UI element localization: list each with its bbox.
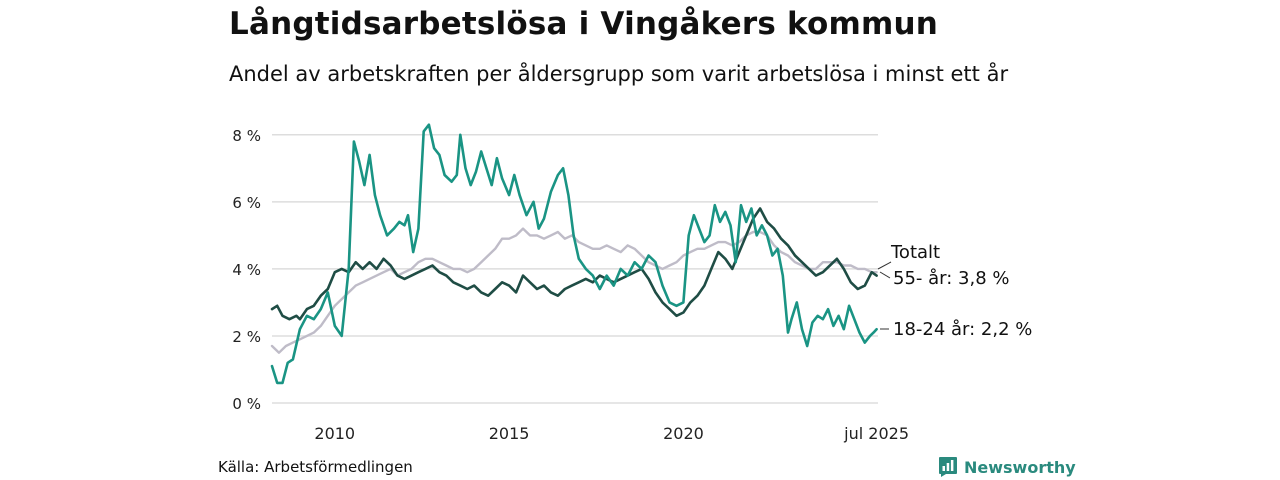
y-tick-label: 6 % (232, 194, 261, 212)
x-tick-label: 2015 (489, 424, 530, 443)
brand-name: Newsworthy (964, 457, 1076, 477)
y-tick-label: 0 % (232, 395, 261, 413)
y-tick-label: 4 % (232, 261, 261, 279)
x-tick-label: 2010 (314, 424, 355, 443)
series-end-label: Totalt (890, 242, 940, 263)
series-end-label: 55- år: 3,8 % (893, 268, 1009, 289)
label-leader-line (879, 271, 891, 279)
line-55-ar (270, 207, 878, 321)
chart-title: Långtidsarbetslösa i Vingåkers kommun (229, 6, 939, 42)
bar-chart-icon (939, 457, 957, 477)
y-tick-label: 2 % (232, 328, 261, 346)
newsworthy-logo[interactable]: Newsworthy (938, 455, 1076, 479)
line-totalt (270, 227, 878, 354)
y-tick-label: 8 % (232, 127, 261, 145)
x-tick-label: 2020 (663, 424, 704, 443)
source-note: Källa: Arbetsförmedlingen (218, 458, 413, 476)
line-18-24-ar (270, 123, 878, 385)
series-end-label: 18-24 år: 2,2 % (893, 319, 1032, 340)
chart-subtitle: Andel av arbetskraften per åldersgrupp s… (229, 62, 1009, 86)
x-tick-label: jul 2025 (843, 424, 909, 443)
label-leader-line (877, 261, 892, 270)
